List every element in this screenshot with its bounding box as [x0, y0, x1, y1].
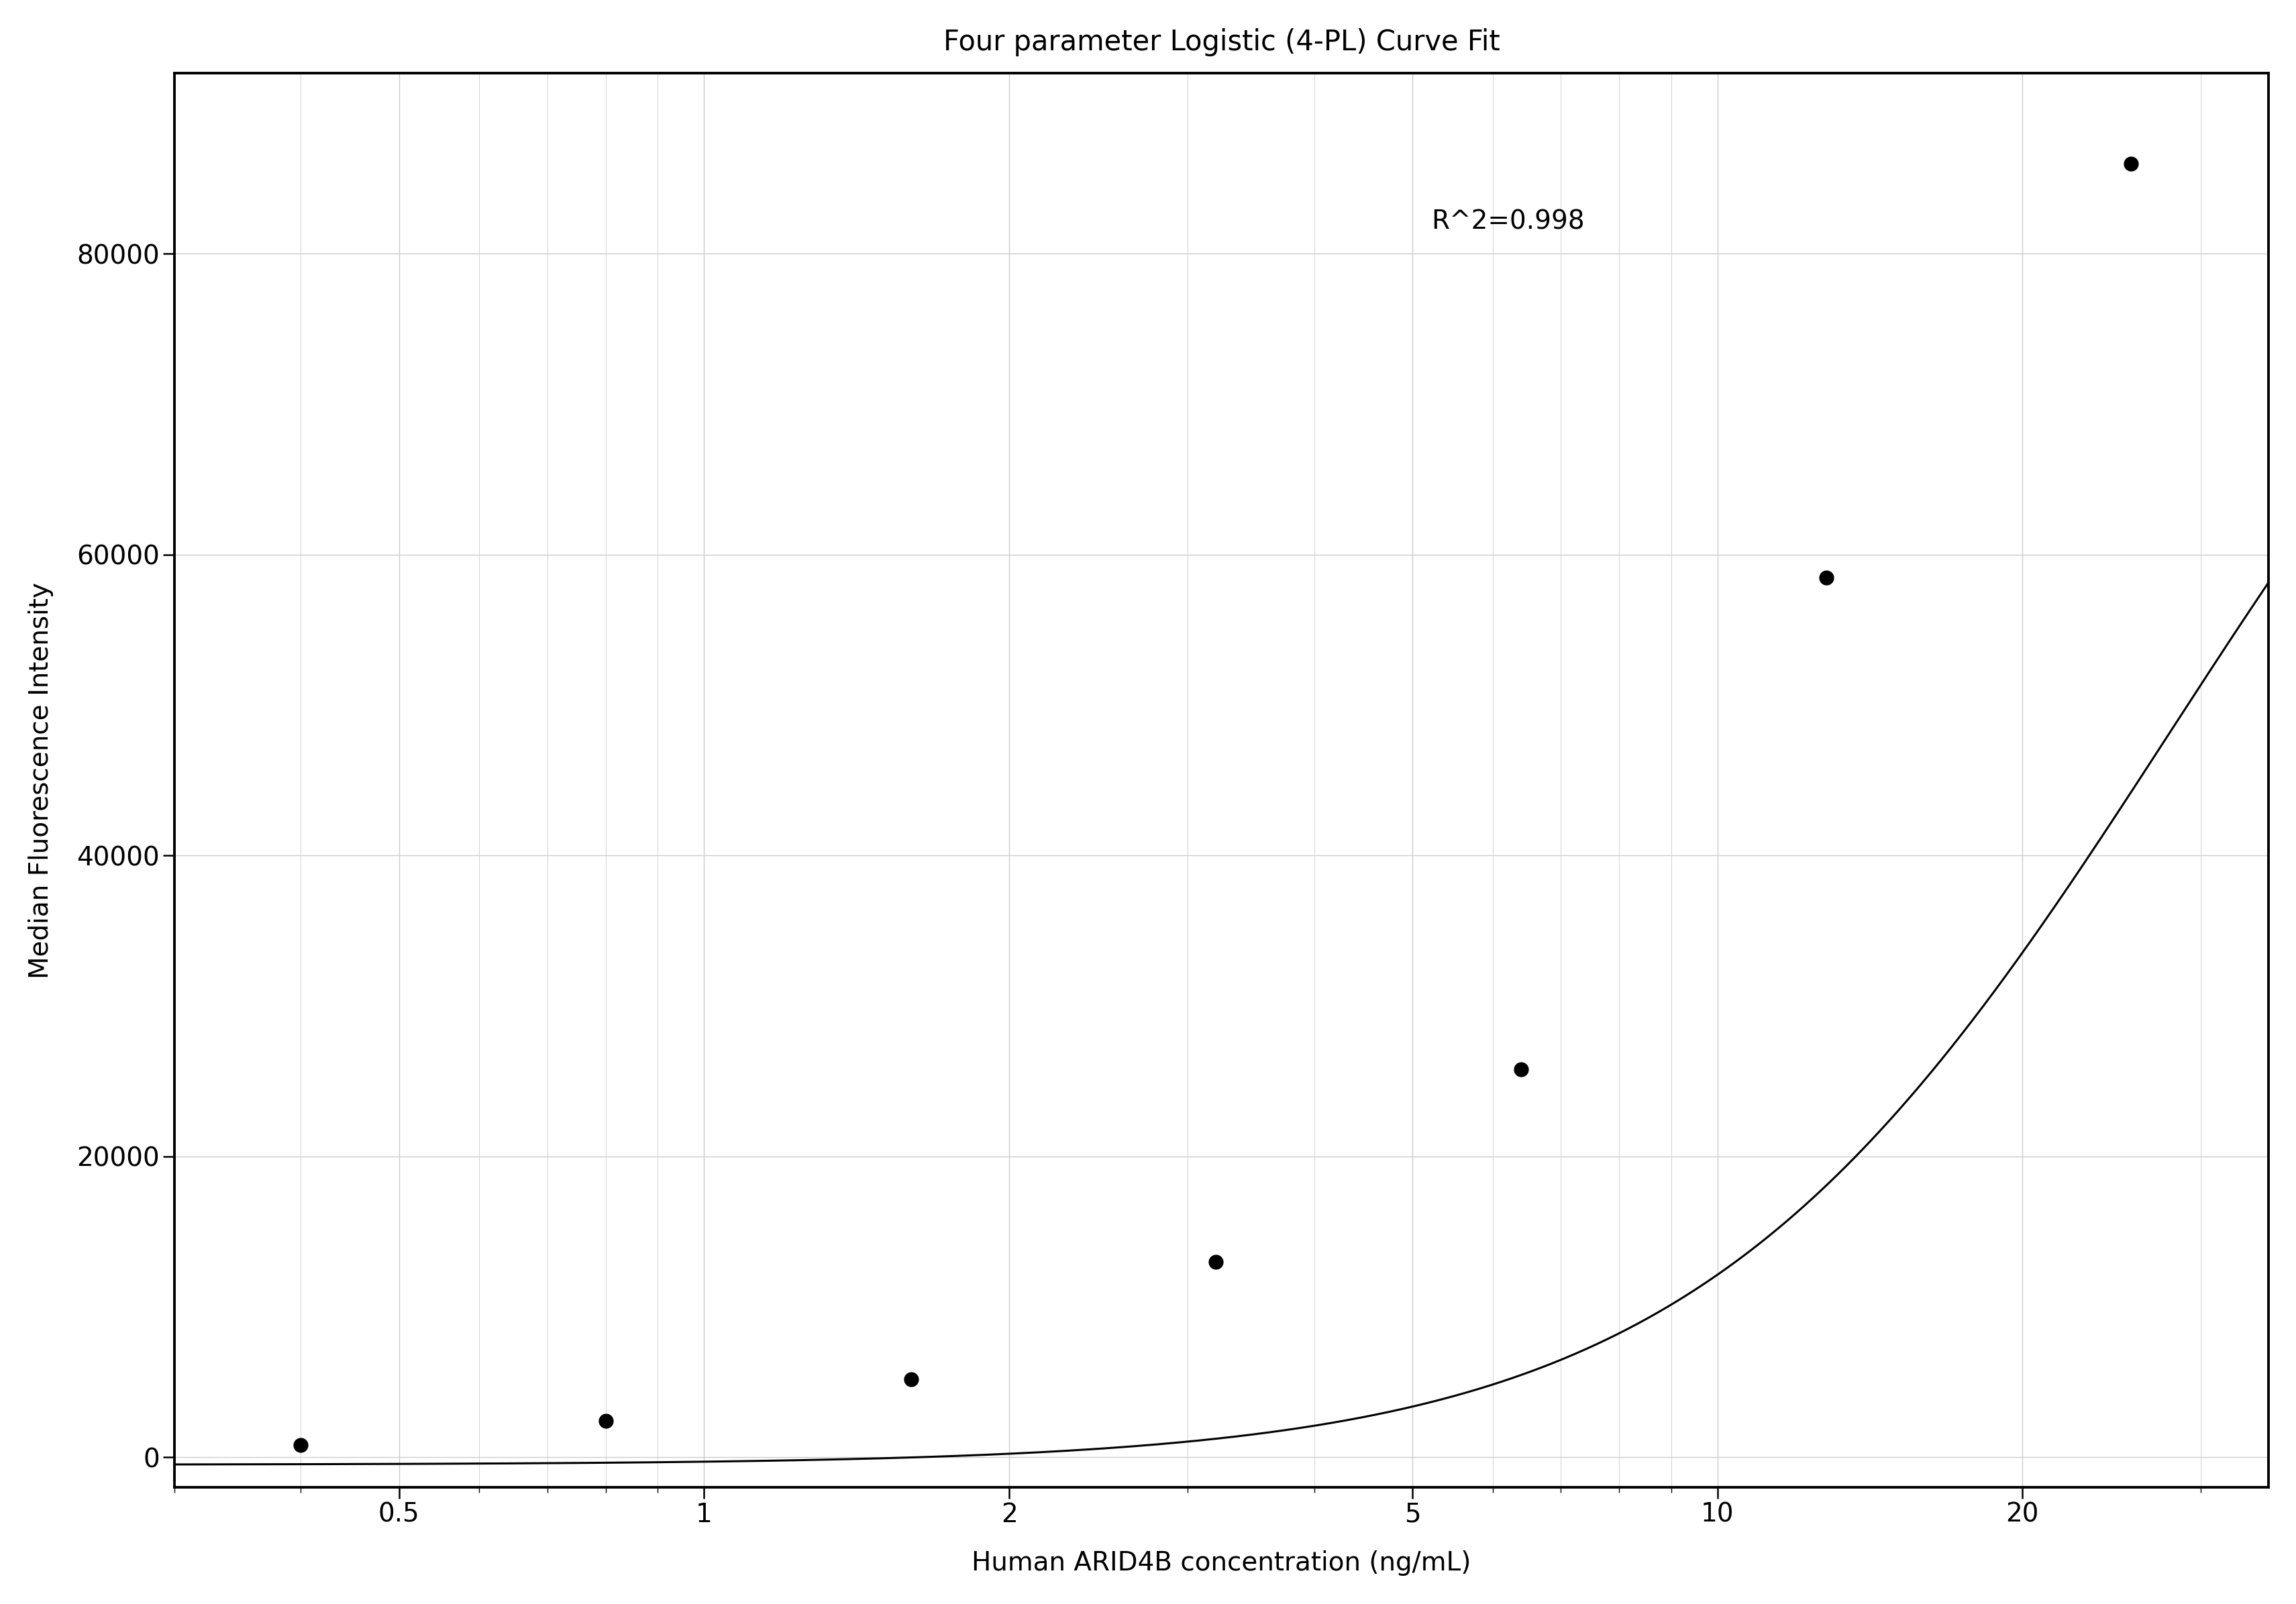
Point	[1502, 1057, 1538, 1083]
Y-axis label: Median Fluorescence Intensity: Median Fluorescence Intensity	[28, 582, 53, 978]
Point	[893, 1367, 930, 1392]
Point	[1196, 1250, 1233, 1275]
Point	[588, 1408, 625, 1434]
Point	[282, 1432, 319, 1458]
X-axis label: Human ARID4B concentration (ng/mL): Human ARID4B concentration (ng/mL)	[971, 1551, 1472, 1577]
Title: Four parameter Logistic (4-PL) Curve Fit: Four parameter Logistic (4-PL) Curve Fit	[944, 27, 1499, 56]
Point	[2112, 151, 2149, 176]
Text: R^2=0.998: R^2=0.998	[1430, 209, 1584, 234]
Point	[1807, 565, 1844, 590]
